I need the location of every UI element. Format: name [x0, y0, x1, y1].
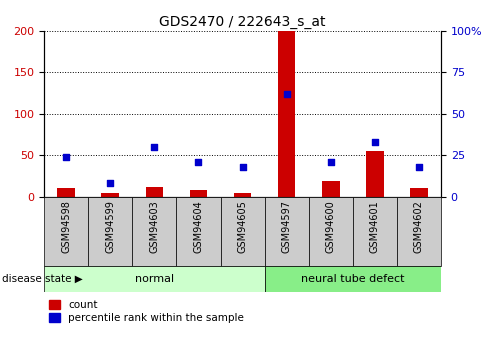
- Text: GSM94597: GSM94597: [282, 200, 292, 253]
- Bar: [366, 151, 384, 197]
- Point: [195, 159, 202, 165]
- Text: GSM94598: GSM94598: [61, 200, 71, 253]
- Bar: [101, 193, 119, 197]
- Text: GSM94603: GSM94603: [149, 200, 159, 253]
- Point: [106, 181, 114, 186]
- Bar: [234, 193, 251, 197]
- FancyBboxPatch shape: [309, 197, 353, 266]
- Bar: [322, 181, 340, 197]
- Bar: [146, 187, 163, 197]
- Text: disease state ▶: disease state ▶: [2, 274, 83, 284]
- Legend: count, percentile rank within the sample: count, percentile rank within the sample: [49, 300, 244, 323]
- Point: [371, 139, 379, 145]
- FancyBboxPatch shape: [220, 197, 265, 266]
- FancyBboxPatch shape: [176, 197, 220, 266]
- FancyBboxPatch shape: [265, 266, 441, 292]
- Text: neural tube defect: neural tube defect: [301, 274, 405, 284]
- Text: GSM94600: GSM94600: [326, 200, 336, 253]
- FancyBboxPatch shape: [44, 197, 88, 266]
- Text: GSM94605: GSM94605: [238, 200, 247, 253]
- Text: normal: normal: [135, 274, 174, 284]
- FancyBboxPatch shape: [132, 197, 176, 266]
- Point: [62, 154, 70, 160]
- Point: [239, 164, 246, 170]
- Title: GDS2470 / 222643_s_at: GDS2470 / 222643_s_at: [159, 14, 326, 29]
- Text: GSM94599: GSM94599: [105, 200, 115, 253]
- Text: GSM94601: GSM94601: [370, 200, 380, 253]
- Point: [150, 144, 158, 150]
- FancyBboxPatch shape: [397, 197, 441, 266]
- Point: [283, 91, 291, 97]
- Bar: [410, 188, 428, 197]
- FancyBboxPatch shape: [265, 197, 309, 266]
- FancyBboxPatch shape: [88, 197, 132, 266]
- FancyBboxPatch shape: [353, 197, 397, 266]
- Text: GSM94602: GSM94602: [414, 200, 424, 253]
- Text: GSM94604: GSM94604: [194, 200, 203, 253]
- Bar: [57, 188, 75, 197]
- FancyBboxPatch shape: [44, 266, 265, 292]
- Bar: [190, 190, 207, 197]
- Point: [415, 164, 423, 170]
- Bar: [278, 31, 295, 197]
- Point: [327, 159, 335, 165]
